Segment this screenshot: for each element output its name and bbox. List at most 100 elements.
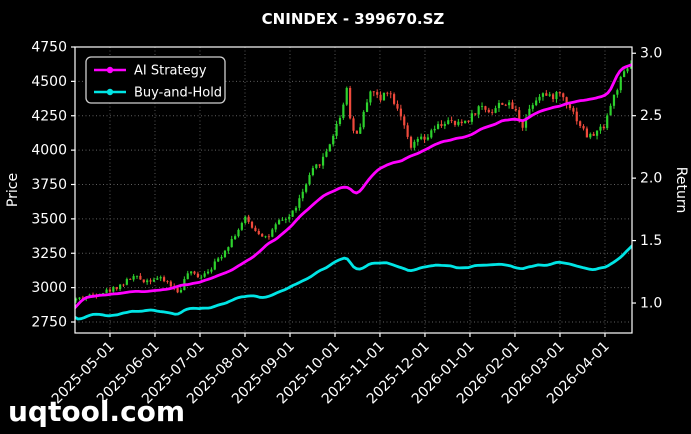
candle-body — [264, 236, 267, 238]
series-line-buy-and-hold — [75, 244, 632, 321]
candle-body — [531, 105, 534, 109]
price-tick-label: 4000 — [31, 143, 67, 159]
candle-body — [599, 126, 602, 131]
candle-body — [464, 120, 467, 124]
candle-body — [430, 130, 433, 138]
candle-body — [508, 102, 511, 106]
candle-body — [169, 281, 172, 287]
candle-body — [294, 207, 298, 211]
candle-body — [308, 175, 311, 185]
candle-body — [551, 94, 555, 100]
candle-body — [200, 276, 203, 278]
candle-body — [135, 275, 139, 277]
legend-marker-buy-and-hold — [106, 88, 114, 96]
candle-body — [210, 269, 213, 272]
candlestick-series — [75, 60, 632, 303]
price-tick-label: 2750 — [31, 315, 67, 331]
candle-body — [460, 121, 463, 124]
candle-body — [190, 271, 193, 274]
candle-body — [328, 144, 331, 152]
candle-body — [345, 87, 348, 105]
candle-body — [379, 94, 382, 101]
candle-body — [349, 87, 352, 119]
candle-body — [132, 276, 135, 280]
candle-body — [538, 96, 541, 101]
candle-body — [257, 230, 260, 235]
candle-body — [352, 118, 355, 131]
price-tick-label: 3500 — [31, 211, 67, 227]
candle-body — [389, 93, 392, 95]
candle-body — [115, 287, 118, 290]
return-tick-label: 1.5 — [640, 233, 662, 249]
candle-body — [142, 279, 145, 283]
candle-body — [176, 287, 179, 293]
legend: AI Strategy Buy-and-Hold — [85, 56, 226, 104]
candle-body — [156, 278, 159, 280]
right-axis-title: Return — [673, 167, 689, 213]
legend-label-ai-strategy: AI Strategy — [134, 64, 207, 79]
candle-body — [311, 168, 315, 176]
candle-body — [487, 109, 490, 113]
candle-body — [159, 277, 162, 279]
candle-body — [230, 239, 233, 248]
left-axis-title: Price — [5, 173, 21, 207]
candle-body — [609, 105, 612, 116]
candle-body — [494, 108, 497, 113]
candle-body — [589, 133, 592, 138]
candle-body — [436, 124, 440, 129]
candle-body — [524, 117, 528, 128]
gridlines — [75, 46, 632, 333]
candle-body — [240, 223, 243, 230]
return-tick-label: 1.0 — [640, 296, 662, 312]
candle-body — [281, 219, 284, 221]
candle-body — [470, 113, 473, 122]
axis-ticks: 2750 3000 3250 3500 3750 4000 4250 4500 4750 1.0 1… — [31, 40, 662, 337]
candle-body — [511, 102, 514, 109]
candle-body — [514, 108, 517, 111]
candle-body — [250, 221, 254, 228]
candle-body — [372, 91, 375, 93]
candle-body — [582, 125, 585, 129]
candle-body — [338, 117, 342, 125]
candle-body — [166, 281, 169, 282]
candle-body — [423, 136, 426, 140]
candle-body — [545, 93, 548, 96]
candle-body — [105, 289, 108, 294]
candle-body — [606, 115, 609, 129]
candle-body — [75, 298, 78, 301]
candle-body — [565, 97, 568, 105]
plot-frame — [74, 46, 633, 334]
candle-body — [491, 112, 494, 113]
candle-body — [396, 103, 399, 109]
candle-body — [541, 93, 545, 97]
candle-body — [555, 92, 558, 100]
candle-body — [325, 151, 328, 157]
candle-body — [558, 92, 561, 94]
candle-body — [619, 77, 622, 91]
candle-body — [162, 277, 166, 282]
candle-body — [447, 120, 450, 124]
candle-body — [365, 102, 369, 112]
candle-body — [568, 104, 572, 109]
candle-body — [315, 164, 318, 169]
candle-body — [440, 124, 443, 126]
candle-body — [602, 126, 605, 129]
candle-body — [562, 93, 565, 98]
line-series — [75, 63, 632, 321]
candle-body — [409, 136, 413, 148]
candle-body — [118, 284, 122, 290]
candle-body — [267, 236, 271, 238]
price-tick-label: 4750 — [31, 40, 67, 56]
candle-body — [277, 220, 281, 225]
candle-body — [318, 164, 321, 166]
candle-body — [386, 92, 389, 94]
return-tick-label: 2.5 — [640, 108, 662, 124]
candle-body — [274, 224, 277, 230]
return-tick-label: 3.0 — [640, 46, 662, 62]
candle-body — [450, 120, 453, 122]
candle-body — [477, 106, 480, 115]
candle-body — [125, 279, 128, 285]
candle-body — [139, 275, 142, 280]
candle-body — [234, 236, 237, 240]
